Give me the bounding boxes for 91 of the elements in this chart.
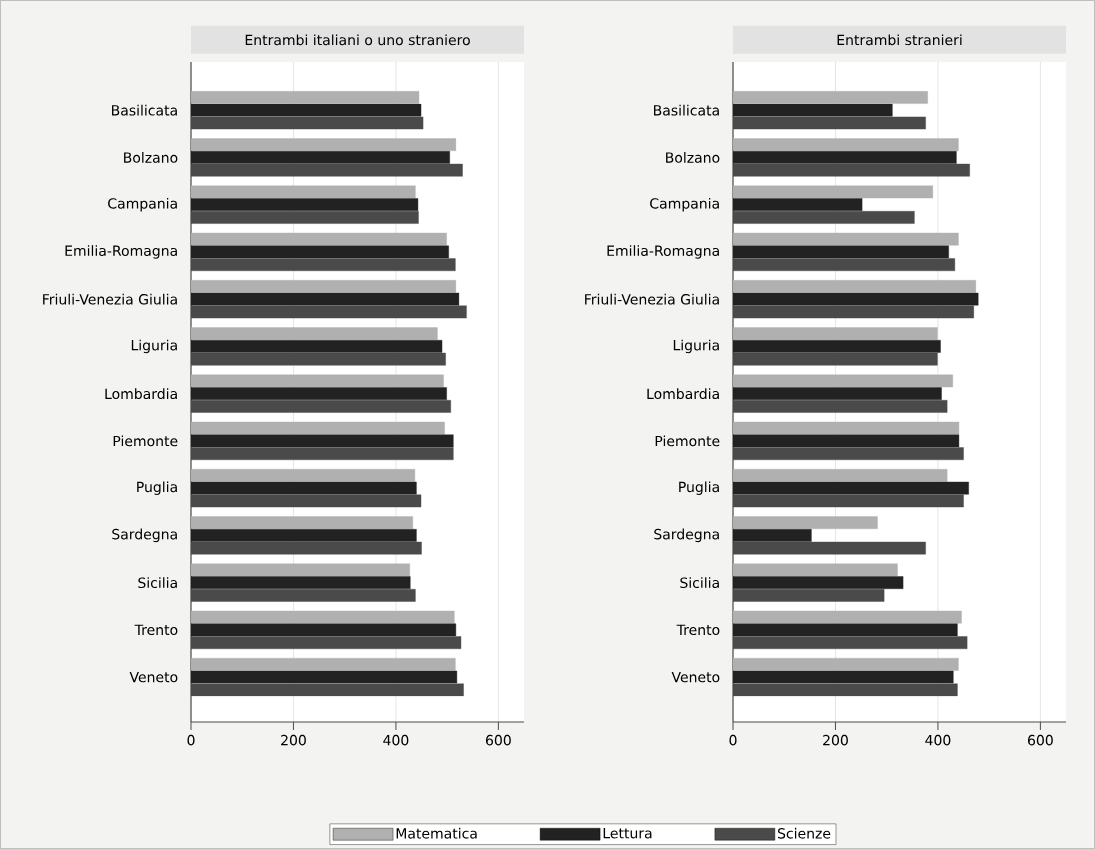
bar (733, 374, 953, 388)
bar (191, 327, 438, 340)
bar (191, 151, 450, 164)
y-tick-label: Campania (108, 197, 177, 212)
y-tick-label: Lombardia (105, 388, 177, 400)
y-tick-label: Lombardia (647, 388, 719, 400)
bar (191, 185, 416, 199)
bar (191, 280, 457, 293)
bar (191, 576, 411, 589)
bar (191, 658, 456, 671)
x-tick-label: 400 (925, 734, 951, 746)
bar (191, 387, 447, 400)
x-tick-label: 0 (187, 734, 195, 746)
y-tick-label: Sardegna (654, 528, 719, 543)
bar (733, 576, 904, 589)
bar (733, 198, 863, 212)
bar (191, 198, 419, 212)
bar (191, 610, 455, 624)
bar (191, 516, 414, 529)
bar (191, 434, 454, 448)
y-tick-label: Bolzano (124, 152, 178, 163)
bar (191, 232, 447, 246)
bar (191, 374, 444, 388)
bar (191, 670, 458, 684)
bar (191, 481, 417, 495)
bar (733, 138, 959, 152)
bar (733, 185, 933, 199)
legend-label: Lettura (603, 828, 652, 839)
bar (733, 658, 959, 671)
y-tick-label: Trento (676, 624, 720, 636)
bar (733, 563, 898, 577)
bar (733, 280, 977, 293)
bar (733, 434, 960, 448)
bar (733, 91, 928, 104)
bar (733, 529, 812, 542)
y-tick-label: Basilicata (112, 104, 177, 116)
y-tick-label: Puglia (679, 481, 719, 495)
x-tick-label: 400 (383, 734, 409, 746)
bar (733, 151, 957, 164)
x-tick-label: 0 (729, 734, 737, 746)
bar (191, 138, 457, 152)
bar (733, 327, 938, 340)
bar (733, 670, 954, 684)
bar (191, 245, 449, 259)
bar (191, 292, 460, 306)
bar (191, 529, 417, 542)
y-tick-label: Friuli-Venezia Giulia (43, 293, 177, 305)
bar (733, 481, 969, 495)
bar (733, 103, 893, 117)
bar (733, 623, 958, 637)
x-tick-label: 200 (281, 734, 306, 746)
y-tick-label: Piemonte (113, 435, 178, 447)
bar (733, 340, 941, 353)
bar (733, 387, 942, 400)
y-tick-label: Veneto (671, 671, 720, 683)
y-tick-label: Emilia-Romagna (607, 245, 719, 259)
y-tick-label: Emilia-Romagna (65, 245, 177, 259)
y-tick-label: Sicilia (680, 577, 719, 589)
y-tick-label: Campania (650, 197, 719, 212)
y-tick-label: Puglia (137, 481, 177, 495)
y-tick-label: Sardegna (112, 528, 177, 543)
bar (191, 563, 410, 577)
bar (191, 103, 422, 117)
y-tick-label: Liguria (131, 339, 177, 354)
bar (733, 232, 959, 246)
legend-label: Scienze (777, 827, 831, 839)
y-tick-label: Veneto (129, 671, 178, 683)
bar (191, 421, 445, 435)
bar (191, 91, 420, 104)
chart-title: Entrambi italiani o uno straniero (245, 34, 470, 46)
y-tick-label: Trento (134, 624, 178, 636)
y-tick-label: Bolzano (666, 152, 720, 163)
bar (733, 292, 979, 306)
y-tick-label: Liguria (673, 339, 719, 354)
y-tick-label: Basilicata (654, 104, 719, 116)
bar (733, 245, 949, 259)
bar (191, 623, 457, 637)
x-tick-label: 600 (1028, 734, 1053, 746)
bar (191, 469, 416, 482)
x-tick-label: 600 (485, 734, 511, 746)
y-tick-label: Piemonte (655, 435, 720, 447)
y-tick-label: Friuli-Venezia Giulia (585, 293, 719, 305)
bar (733, 610, 962, 624)
chart-title: Entrambi stranieri (837, 34, 962, 46)
bar (191, 340, 443, 353)
bar (733, 516, 878, 529)
x-tick-label: 200 (823, 734, 848, 746)
legend-label: Matematica (396, 827, 477, 839)
bar (733, 421, 960, 435)
bar (733, 469, 948, 482)
y-tick-label: Sicilia (138, 577, 177, 589)
